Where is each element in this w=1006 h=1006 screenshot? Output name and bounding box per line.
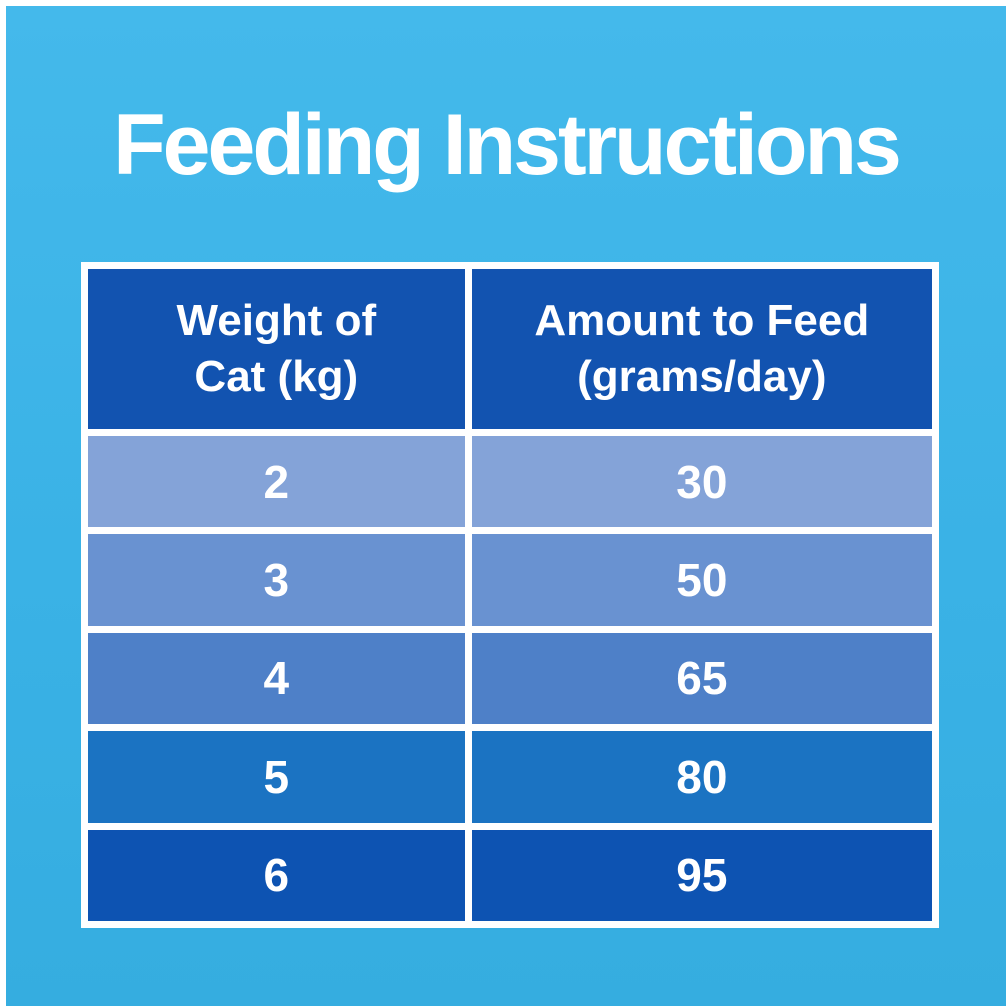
table-row: 3 50: [88, 534, 932, 626]
page-title: Feeding Instructions: [113, 97, 902, 193]
amount-cell: 80: [471, 731, 932, 823]
amount-cell: 95: [471, 829, 932, 921]
weight-cell: 5: [88, 731, 465, 823]
amount-cell: 30: [471, 436, 932, 528]
table-row: 6 95: [88, 829, 932, 921]
weight-cell: 6: [88, 829, 465, 921]
table-row: 5 80: [88, 731, 932, 823]
header-cell-weight: Weight of Cat (kg): [88, 269, 465, 429]
amount-cell: 65: [471, 632, 932, 725]
table-row: 2 30: [88, 436, 932, 528]
weight-cell: 3: [88, 534, 465, 626]
feeding-table-grid: Weight of Cat (kg) Amount to Feed (grams…: [81, 262, 939, 928]
amount-cell: 50: [471, 534, 932, 626]
weight-cell: 2: [88, 436, 465, 528]
table-row: 4 65: [88, 632, 932, 725]
header-cell-amount: Amount to Feed (grams/day): [471, 269, 932, 429]
table-header-row: Weight of Cat (kg) Amount to Feed (grams…: [88, 269, 932, 429]
weight-cell: 4: [88, 632, 465, 725]
feeding-table: Weight of Cat (kg) Amount to Feed (grams…: [81, 262, 939, 928]
